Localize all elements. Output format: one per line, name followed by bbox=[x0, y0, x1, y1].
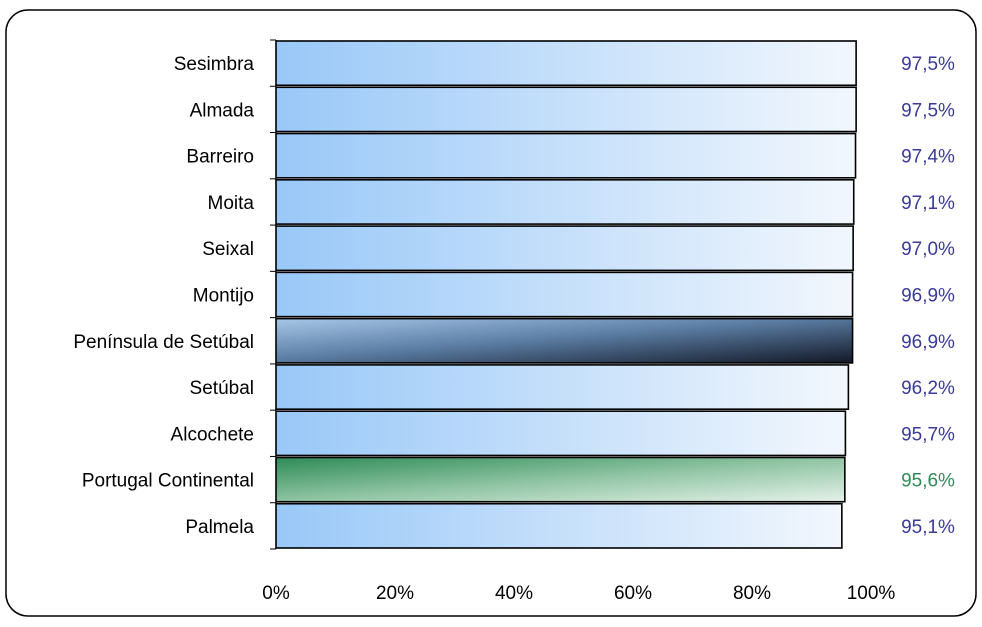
bar-5 bbox=[275, 271, 854, 318]
value-label: 95,7% bbox=[901, 424, 955, 445]
bar-10 bbox=[275, 502, 843, 549]
value-label: 97,4% bbox=[901, 147, 955, 168]
value-label: 95,1% bbox=[901, 517, 955, 538]
category-label: Alcochete bbox=[171, 424, 254, 445]
category-label: Moita bbox=[208, 193, 255, 214]
bar-9 bbox=[275, 456, 846, 503]
value-label: 97,5% bbox=[901, 100, 955, 121]
category-label: Barreiro bbox=[186, 147, 254, 168]
category-label: Palmela bbox=[185, 517, 254, 538]
bar-6 bbox=[275, 317, 854, 364]
bar-0 bbox=[275, 40, 857, 87]
value-label: 96,2% bbox=[901, 378, 955, 399]
value-label: 97,1% bbox=[901, 193, 955, 214]
bar-4 bbox=[275, 225, 854, 272]
bar-2 bbox=[275, 132, 857, 179]
category-label: Setúbal bbox=[190, 378, 254, 399]
value-label: 96,9% bbox=[901, 332, 955, 353]
bar-8 bbox=[275, 410, 847, 457]
x-tick-label: 60% bbox=[614, 583, 652, 604]
x-tick-label: 0% bbox=[262, 583, 290, 604]
x-tick-label: 20% bbox=[376, 583, 414, 604]
category-label: Montijo bbox=[193, 286, 254, 307]
x-tick-label: 40% bbox=[495, 583, 533, 604]
value-label: 97,5% bbox=[901, 54, 955, 75]
category-label: Almada bbox=[190, 100, 255, 121]
value-label: 97,0% bbox=[901, 239, 955, 260]
category-label: Península de Setúbal bbox=[73, 332, 254, 353]
x-tick-label: 100% bbox=[847, 583, 896, 604]
category-label: Seixal bbox=[202, 239, 254, 260]
bar-7 bbox=[275, 364, 850, 410]
value-label: 95,6% bbox=[901, 471, 955, 492]
bar-3 bbox=[275, 179, 855, 225]
category-label: Sesimbra bbox=[174, 54, 255, 75]
category-label: Portugal Continental bbox=[82, 471, 254, 492]
x-tick-label: 80% bbox=[733, 583, 771, 604]
bar-1 bbox=[275, 86, 857, 133]
value-label: 96,9% bbox=[901, 286, 955, 307]
